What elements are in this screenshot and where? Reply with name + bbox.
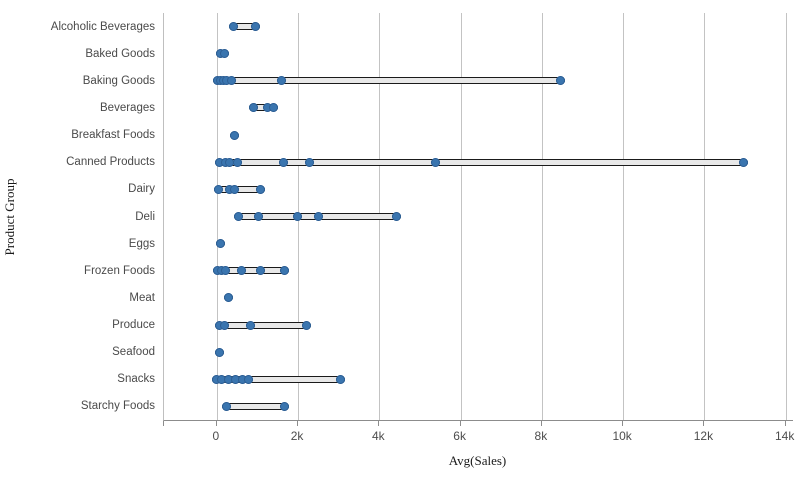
x-axis-tick xyxy=(459,421,461,426)
x-axis-tick-label: 0 xyxy=(212,429,220,443)
x-axis-tick-label: 12k xyxy=(693,429,714,443)
category-label: Frozen Foods xyxy=(84,264,155,277)
category-label: Dairy xyxy=(128,183,155,196)
category-label: Beverages xyxy=(100,101,155,114)
data-point[interactable] xyxy=(216,239,226,249)
gridline xyxy=(460,13,462,420)
category-label: Eggs xyxy=(128,237,155,250)
data-point[interactable] xyxy=(225,157,235,167)
data-point[interactable] xyxy=(212,374,222,384)
data-point[interactable] xyxy=(215,347,225,357)
x-axis-tick-label: 4k xyxy=(372,429,385,443)
x-axis-tick xyxy=(703,421,705,426)
x-axis-tick-label: 8k xyxy=(534,429,548,443)
data-point[interactable] xyxy=(556,76,566,86)
data-point[interactable] xyxy=(280,401,290,411)
data-point[interactable] xyxy=(245,320,255,330)
data-point[interactable] xyxy=(251,22,261,32)
data-point[interactable] xyxy=(221,266,231,276)
category-label: Snacks xyxy=(117,373,155,386)
data-point[interactable] xyxy=(254,212,264,221)
range-bar xyxy=(212,77,566,85)
category-label: Baking Goods xyxy=(82,74,155,87)
data-point[interactable] xyxy=(301,320,311,330)
data-point[interactable] xyxy=(256,266,266,276)
data-point[interactable] xyxy=(280,266,290,276)
data-point[interactable] xyxy=(279,157,289,167)
x-axis-tick xyxy=(540,421,542,426)
data-point[interactable] xyxy=(249,103,259,113)
x-axis-tick xyxy=(215,421,217,426)
x-axis-tick-label: 6k xyxy=(453,429,466,443)
data-point[interactable] xyxy=(217,374,227,384)
data-point[interactable] xyxy=(223,374,233,384)
gridline xyxy=(785,13,787,420)
data-point[interactable] xyxy=(224,184,234,194)
x-axis-tick xyxy=(784,421,786,426)
category-label: Alcoholic Beverages xyxy=(50,20,155,33)
data-point[interactable] xyxy=(213,184,223,194)
data-point[interactable] xyxy=(304,157,314,167)
data-point[interactable] xyxy=(229,184,239,194)
range-bar xyxy=(215,321,311,329)
data-point[interactable] xyxy=(292,212,302,221)
data-point[interactable] xyxy=(277,76,287,86)
x-axis-tick-label: 14k xyxy=(774,429,795,443)
data-point[interactable] xyxy=(738,157,748,167)
data-point[interactable] xyxy=(221,401,231,411)
data-point[interactable] xyxy=(226,76,236,86)
data-point[interactable] xyxy=(223,293,233,303)
category-label: Canned Products xyxy=(66,156,155,169)
data-point[interactable] xyxy=(237,374,247,384)
category-label: Deli xyxy=(135,210,155,223)
data-point[interactable] xyxy=(244,374,254,384)
x-axis-tick-label: 10k xyxy=(612,429,632,443)
data-point[interactable] xyxy=(233,212,243,221)
gridline xyxy=(216,13,218,420)
range-bar xyxy=(221,402,290,410)
category-label: Seafood xyxy=(112,346,155,359)
x-axis-tick xyxy=(297,421,299,426)
range-bar xyxy=(215,158,748,166)
category-label: Breakfast Foods xyxy=(71,129,155,142)
data-point[interactable] xyxy=(255,184,265,194)
gridline xyxy=(704,13,706,420)
data-point[interactable] xyxy=(262,103,272,113)
gridline xyxy=(541,13,543,420)
data-point[interactable] xyxy=(336,374,346,384)
data-point[interactable] xyxy=(314,212,324,221)
data-point[interactable] xyxy=(268,103,278,113)
x-axis-tick xyxy=(378,421,380,426)
x-axis-title: Avg(Sales) xyxy=(448,453,507,468)
data-point[interactable] xyxy=(219,320,229,330)
data-point[interactable] xyxy=(431,157,441,167)
data-point[interactable] xyxy=(215,157,225,167)
data-point[interactable] xyxy=(229,130,239,140)
x-axis-tick xyxy=(163,421,164,426)
data-point[interactable] xyxy=(228,22,238,32)
data-point[interactable] xyxy=(232,157,242,167)
data-point[interactable] xyxy=(391,212,401,221)
data-point[interactable] xyxy=(220,49,230,59)
gridline xyxy=(623,13,625,420)
category-label: Meat xyxy=(129,291,155,304)
category-label: Baked Goods xyxy=(85,47,155,60)
plot-area xyxy=(163,13,793,421)
x-axis-tick xyxy=(622,421,624,426)
category-label: Produce xyxy=(112,319,155,332)
category-label: Starchy Foods xyxy=(80,400,155,413)
data-point[interactable] xyxy=(230,374,240,384)
data-point[interactable] xyxy=(237,266,247,276)
x-axis-tick-label: 2k xyxy=(290,429,304,443)
